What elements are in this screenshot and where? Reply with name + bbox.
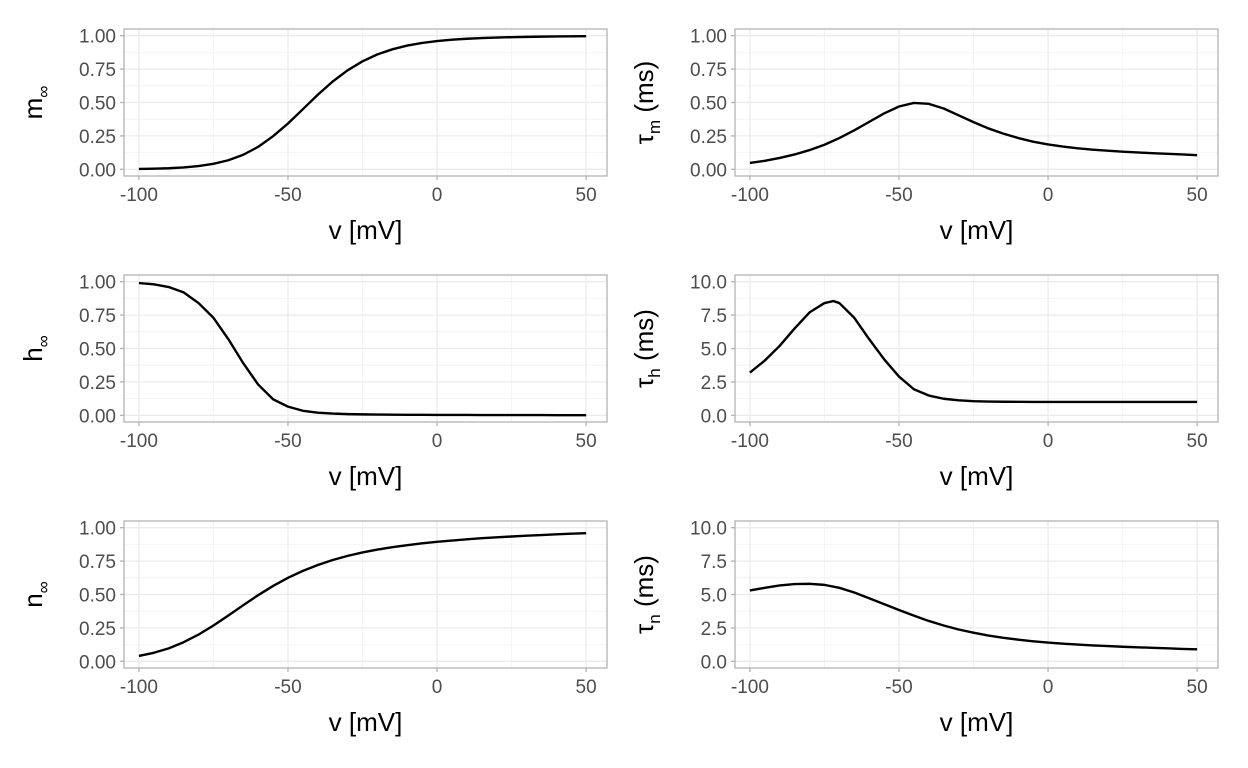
x-tick-label: -50 xyxy=(885,431,912,452)
y-axis-title: h∞ xyxy=(18,335,53,362)
x-tick-label: 0 xyxy=(1043,431,1054,452)
x-tick-label: -50 xyxy=(885,677,912,698)
x-tick-label: 0 xyxy=(1043,677,1054,698)
y-axis-title: n∞ xyxy=(18,581,53,608)
chart-panel-4: -100 -50 0 50 0.0 2.5 5.0 7.5 10.0 v [mV] τh (ms) xyxy=(629,273,1219,491)
y-axis-title: τh (ms) xyxy=(629,309,664,388)
y-axis-title-symbol: τ xyxy=(629,377,659,388)
y-axis-title-subscript: ∞ xyxy=(34,86,53,98)
y-tick-label: 0.75 xyxy=(690,60,727,81)
y-axis-title-subscript: n xyxy=(645,614,664,623)
x-tick-label: 0 xyxy=(432,431,443,452)
y-tick-label: 10.0 xyxy=(690,273,727,294)
x-tick-label: 0 xyxy=(432,677,443,698)
x-axis-title: v [mV] xyxy=(329,215,403,245)
chart-panel-6: -100 -50 0 50 0.0 2.5 5.0 7.5 10.0 v [mV] τn (ms) xyxy=(629,519,1219,737)
y-tick-label: 2.5 xyxy=(701,373,727,394)
y-tick-label: 5.0 xyxy=(701,340,727,361)
x-tick-label: 50 xyxy=(1187,185,1208,206)
x-tick-label: 50 xyxy=(576,185,597,206)
y-axis-title-unit: (ms) xyxy=(629,61,659,120)
x-axis-title: v [mV] xyxy=(329,461,403,491)
x-tick-label: 50 xyxy=(1187,677,1208,698)
x-tick-label: -50 xyxy=(885,185,912,206)
y-axis-title-subscript: h xyxy=(645,368,664,377)
y-tick-label: 0.00 xyxy=(79,652,116,673)
y-tick-label: 1.00 xyxy=(690,27,727,48)
x-axis-title: v [mV] xyxy=(940,215,1014,245)
y-tick-label: 0.75 xyxy=(79,552,116,573)
y-axis-title: m∞ xyxy=(18,86,53,120)
y-tick-label: 0.50 xyxy=(79,340,116,361)
series-line xyxy=(749,101,1198,165)
y-tick-label: 0.75 xyxy=(79,60,116,81)
x-tick-label: -100 xyxy=(120,677,158,698)
y-tick-label: 0.50 xyxy=(79,94,116,115)
x-tick-label: -100 xyxy=(731,431,769,452)
x-tick-label: -100 xyxy=(120,431,158,452)
y-tick-label: 0.25 xyxy=(690,127,727,148)
x-tick-label: -100 xyxy=(120,185,158,206)
y-tick-label: 0.0 xyxy=(701,652,727,673)
x-tick-label: 0 xyxy=(1043,185,1054,206)
y-tick-label: 1.00 xyxy=(79,519,116,540)
y-tick-label: 0.50 xyxy=(690,94,727,115)
y-tick-label: 0.0 xyxy=(701,406,727,427)
chart-panel-5: -100 -50 0 50 0.00 0.25 0.50 0.75 1.00 v [mV] n∞ xyxy=(18,519,608,737)
chart-panel-1: -100 -50 0 50 0.00 0.25 0.50 0.75 1.00 v [mV] m∞ xyxy=(18,27,608,245)
series-line xyxy=(749,582,1198,651)
y-axis-title-symbol: τ xyxy=(629,133,659,144)
chart-panel-3: -100 -50 0 50 0.00 0.25 0.50 0.75 1.00 v [mV] h∞ xyxy=(18,273,608,491)
y-tick-label: 7.5 xyxy=(701,306,727,327)
x-tick-label: -50 xyxy=(274,185,301,206)
x-axis-title: v [mV] xyxy=(940,707,1014,737)
y-axis-title-symbol: m xyxy=(18,98,48,120)
x-tick-label: -50 xyxy=(274,677,301,698)
y-axis-title-symbol: n xyxy=(18,593,48,607)
y-axis-title-subscript: ∞ xyxy=(34,335,53,347)
y-tick-label: 1.00 xyxy=(79,273,116,294)
y-axis-title-symbol: h xyxy=(18,347,48,361)
series-line xyxy=(138,35,587,171)
y-tick-label: 0.50 xyxy=(79,586,116,607)
y-tick-label: 0.00 xyxy=(79,160,116,181)
y-tick-label: 7.5 xyxy=(701,552,727,573)
y-tick-label: 1.00 xyxy=(79,27,116,48)
x-tick-label: 0 xyxy=(432,185,443,206)
x-tick-label: -50 xyxy=(274,431,301,452)
y-tick-label: 0.25 xyxy=(79,127,116,148)
y-tick-label: 0.25 xyxy=(79,619,116,640)
y-axis-title-symbol: τ xyxy=(629,623,659,634)
x-tick-label: 50 xyxy=(576,431,597,452)
y-axis-title-subscript: m xyxy=(645,120,664,134)
y-tick-label: 0.25 xyxy=(79,373,116,394)
x-tick-label: 50 xyxy=(1187,431,1208,452)
chart-panel-2: -100 -50 0 50 0.00 0.25 0.50 0.75 1.00 v [mV] τm (… xyxy=(629,27,1219,245)
series-line xyxy=(138,531,587,658)
x-tick-label: 50 xyxy=(576,677,597,698)
y-tick-label: 0.00 xyxy=(690,160,727,181)
x-axis-title: v [mV] xyxy=(940,461,1014,491)
y-tick-label: 0.00 xyxy=(79,406,116,427)
y-axis-title-subscript: ∞ xyxy=(34,581,53,593)
y-axis-title: τn (ms) xyxy=(629,555,664,634)
y-axis-title-unit: (ms) xyxy=(629,309,659,368)
y-tick-label: 0.75 xyxy=(79,306,116,327)
x-axis-title: v [mV] xyxy=(329,707,403,737)
y-tick-label: 10.0 xyxy=(690,519,727,540)
x-tick-label: -100 xyxy=(731,677,769,698)
x-tick-label: -100 xyxy=(731,185,769,206)
series-line xyxy=(138,281,587,417)
series-line xyxy=(749,299,1198,404)
y-tick-label: 5.0 xyxy=(701,586,727,607)
y-axis-title-unit: (ms) xyxy=(629,555,659,614)
y-axis-title: τm (ms) xyxy=(629,61,664,145)
y-tick-label: 2.5 xyxy=(701,619,727,640)
